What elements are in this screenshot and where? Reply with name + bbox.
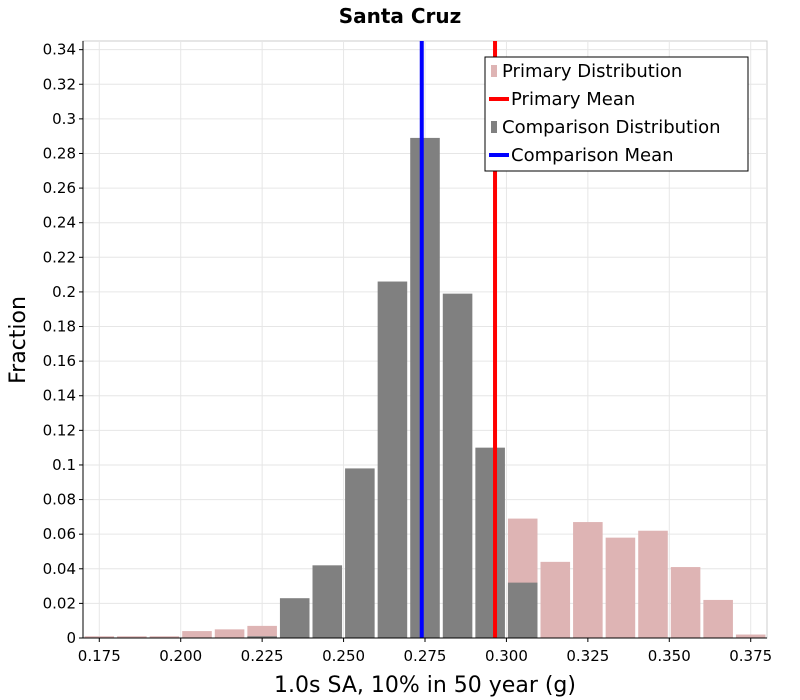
x-axis: 0.175 0.200 0.225 0.250 0.275 0.300 0.325 0.350…: [78, 637, 772, 665]
x-axis-title: 1.0s SA, 10% in 50 year (g): [274, 673, 576, 698]
comparison-distribution-legend-label: Comparison Distribution: [502, 117, 721, 138]
chart-title: Santa Cruz: [339, 4, 462, 28]
primary-distribution-legend-swatch: [491, 65, 497, 77]
x-tick-label: 0.200: [159, 647, 202, 665]
bars: [84, 137, 766, 638]
y-tick-label: 0.22: [43, 248, 76, 266]
primary-mean-legend-label: Primary Mean: [511, 89, 635, 110]
x-tick-label: 0.225: [241, 647, 284, 665]
primary-distribution-bar: [670, 567, 701, 638]
y-tick-label: 0.16: [43, 352, 76, 370]
y-tick-label: 0.02: [43, 594, 76, 612]
primary-distribution-bar: [214, 629, 245, 638]
primary-distribution-bar: [182, 631, 212, 638]
comparison-distribution-bar: [279, 598, 310, 638]
primary-distribution-bar: [149, 636, 180, 638]
x-tick-label: 0.275: [404, 647, 447, 665]
y-tick-label: 0.14: [43, 387, 76, 405]
y-tick-label: 0.2: [52, 283, 76, 301]
y-tick-label: 0: [66, 629, 76, 647]
y-tick-label: 0.18: [43, 318, 76, 336]
y-tick-label: 0.32: [43, 75, 76, 93]
y-tick-label: 0.04: [43, 560, 76, 578]
x-tick-label: 0.375: [729, 647, 772, 665]
comparison-mean-legend-label: Comparison Mean: [511, 145, 674, 166]
primary-distribution-bar: [247, 625, 277, 638]
primary-distribution-bar: [638, 530, 668, 638]
legend-box: [484, 56, 749, 172]
primary-distribution-bar: [84, 636, 115, 638]
y-tick-label: 0.06: [43, 525, 76, 543]
comparison-distribution-bar: [312, 565, 343, 638]
x-tick-label: 0.250: [322, 647, 365, 665]
y-tick-label: 0.28: [43, 144, 76, 162]
primary-distribution-bar: [540, 561, 571, 638]
primary-distribution-legend-label: Primary Distribution: [502, 61, 682, 82]
y-tick-label: 0.34: [43, 41, 76, 59]
comparison-distribution-bar: [345, 468, 375, 638]
primary-distribution-bar: [703, 599, 733, 638]
comparison-distribution-bar: [442, 293, 473, 638]
primary-distribution-bar: [605, 537, 636, 638]
y-tick-label: 0.12: [43, 421, 76, 439]
primary-distribution-bar: [573, 522, 603, 638]
x-tick-label: 0.350: [648, 647, 691, 665]
comparison-distribution-bar: [475, 447, 505, 638]
y-tick-label: 0.1: [52, 456, 76, 474]
legend: Primary Distribution Primary Mean Comparis…: [484, 56, 749, 172]
x-tick-label: 0.325: [566, 647, 609, 665]
y-tick-label: 0.26: [43, 179, 76, 197]
comparison-distribution-bar: [377, 281, 408, 638]
comparison-distribution-bar: [507, 582, 538, 638]
y-tick-label: 0.3: [52, 110, 76, 128]
comparison-distribution-legend-swatch: [491, 121, 497, 133]
comparison-distribution-bar: [410, 137, 440, 638]
x-tick-label: 0.300: [485, 647, 528, 665]
y-axis: 0 0.02 0.04 0.06 0.08 0.1 0.12 0.14 0.16 0.18 0.2 0…: [43, 41, 84, 647]
comparison-distribution-bar: [247, 636, 277, 638]
y-tick-label: 0.08: [43, 491, 76, 509]
primary-distribution-bar: [735, 634, 766, 638]
primary-distribution-bar: [117, 636, 147, 638]
x-tick-label: 0.175: [78, 647, 121, 665]
y-tick-label: 0.24: [43, 214, 76, 232]
y-axis-title: Fraction: [6, 296, 31, 384]
